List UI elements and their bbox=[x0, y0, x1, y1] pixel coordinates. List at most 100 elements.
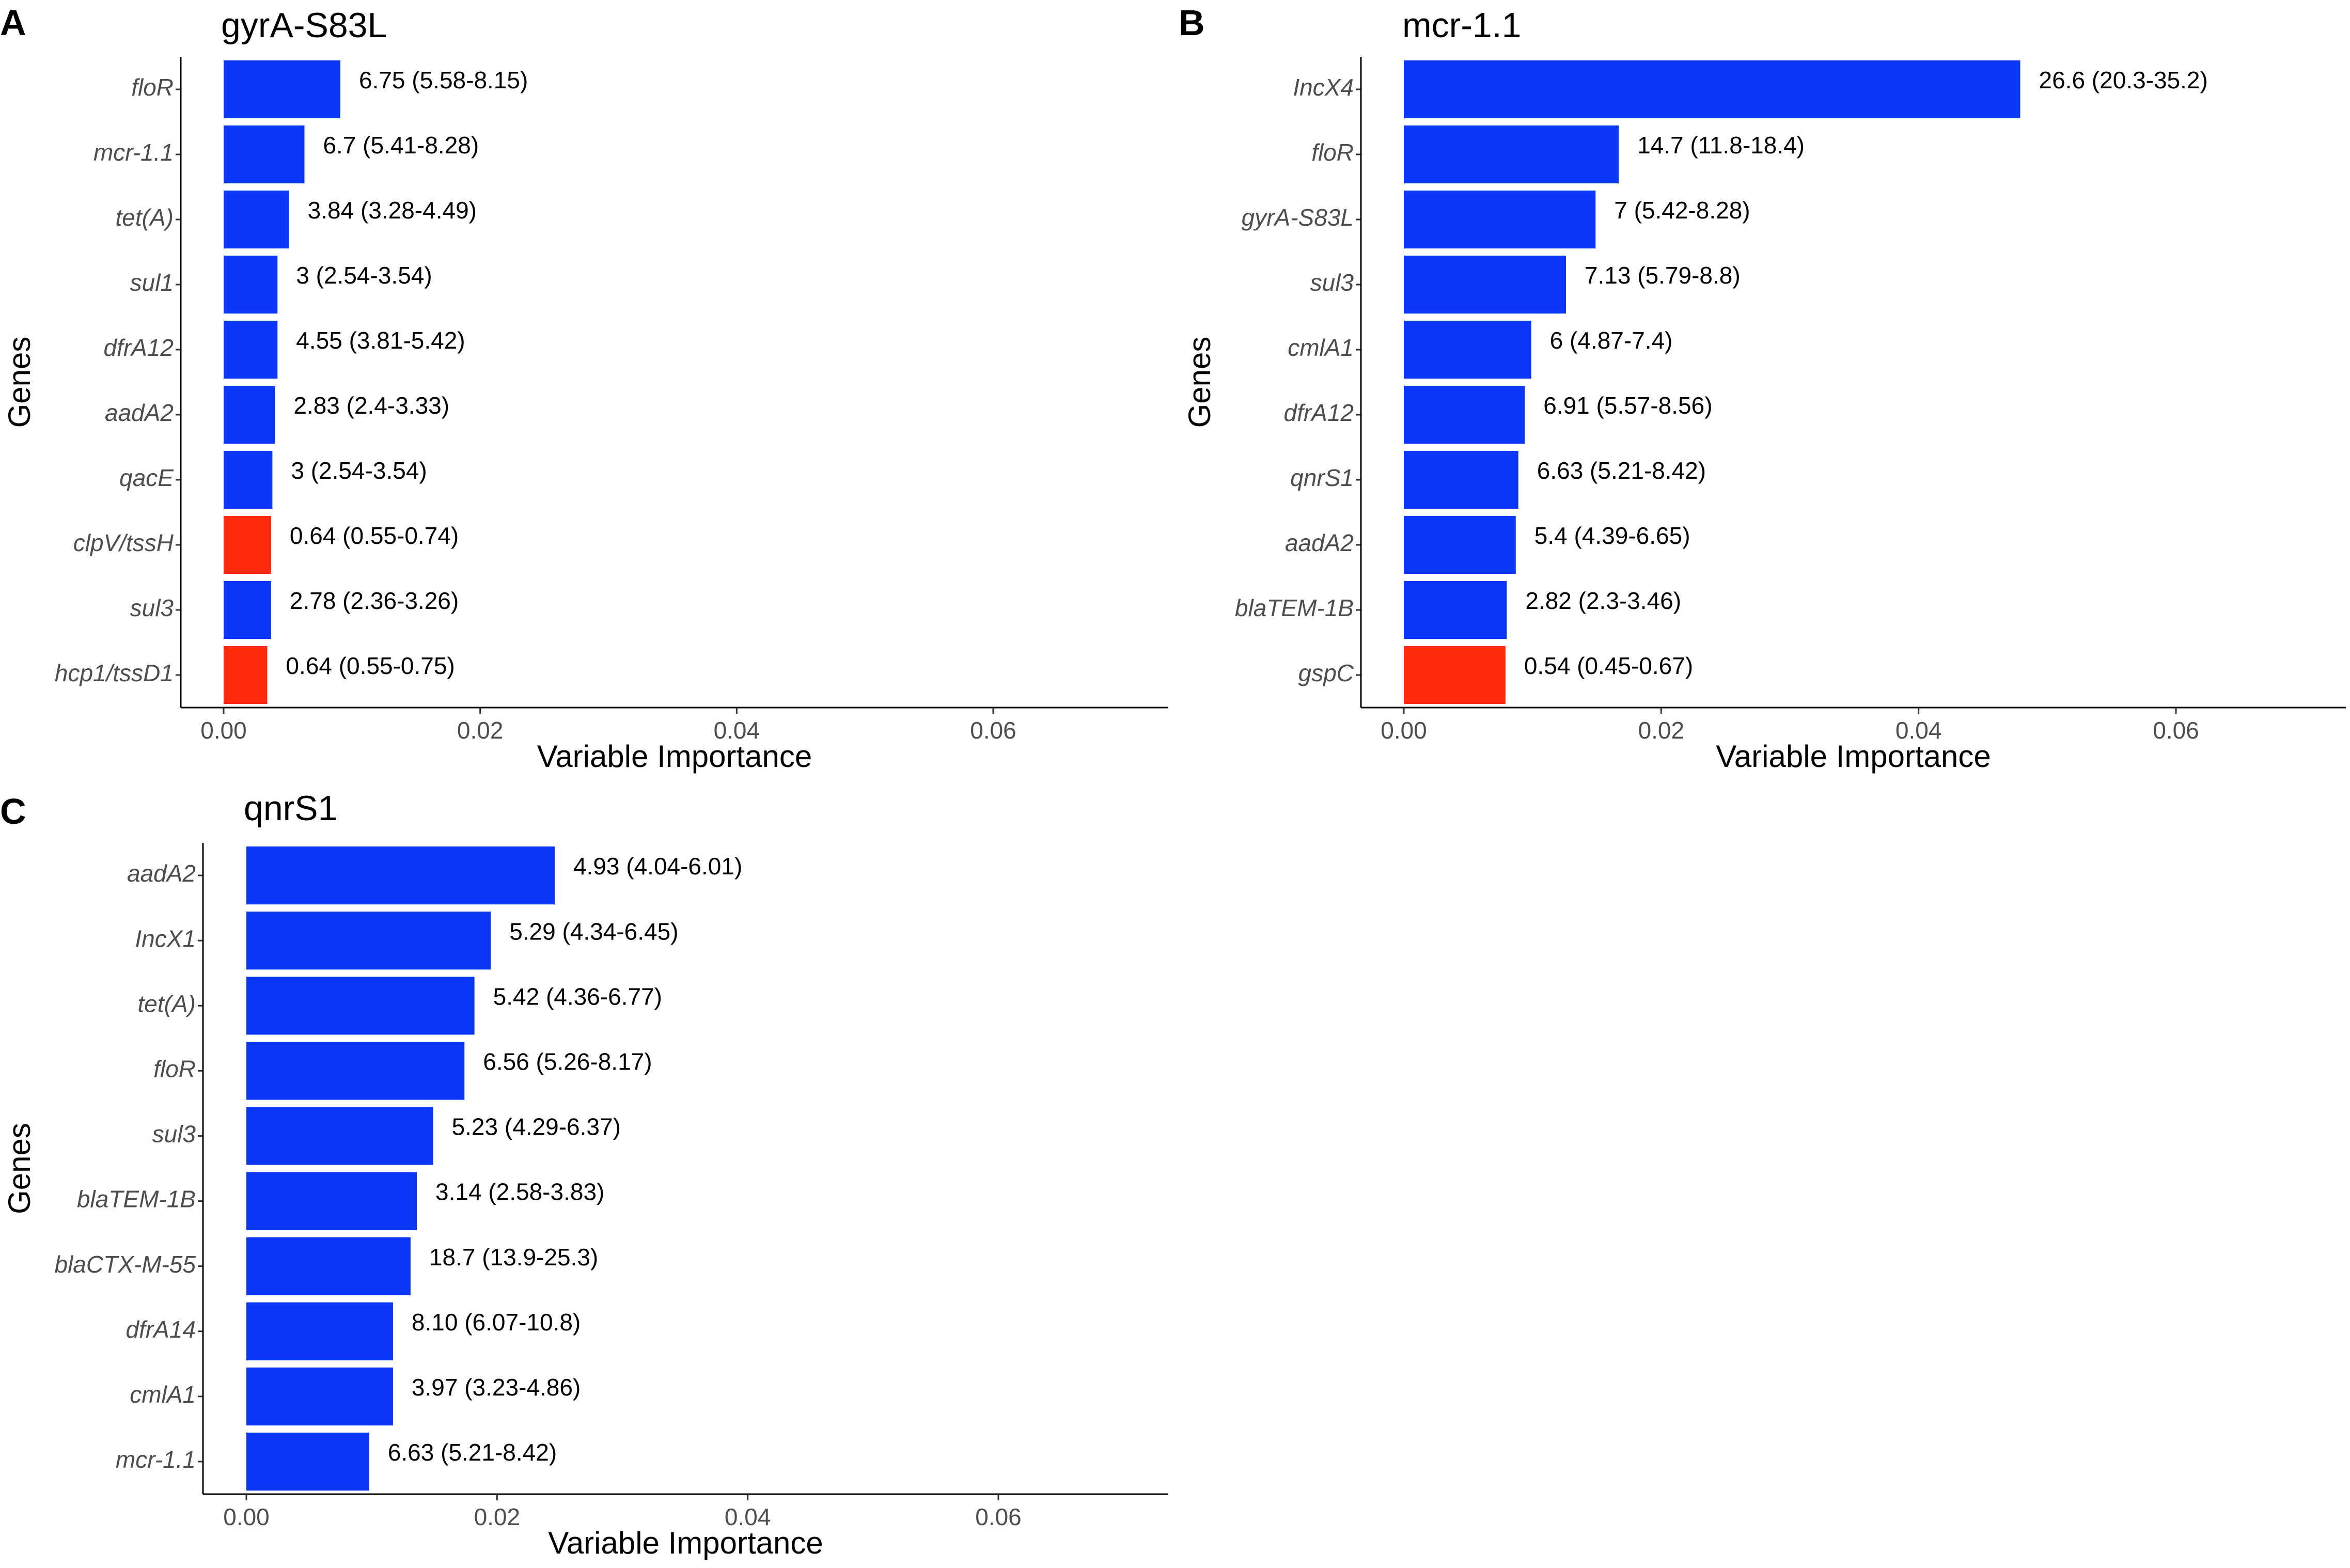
x-tick-label-0.06: 0.06 bbox=[975, 1503, 1022, 1530]
gene-label-cmlA1: cmlA1 bbox=[1288, 334, 1354, 361]
bar-hcp1/tssD1 bbox=[224, 646, 268, 704]
gene-label-tet(A): tet(A) bbox=[138, 990, 196, 1017]
bar-dfrA12 bbox=[224, 320, 278, 379]
data-label-clpV/tssH: 0.64 (0.55-0.74) bbox=[290, 522, 459, 549]
panel-a-title: gyrA-S83L bbox=[221, 6, 387, 45]
bar-sul1 bbox=[224, 255, 278, 314]
bar-dfrA14 bbox=[246, 1302, 393, 1360]
bar-IncX4 bbox=[1404, 60, 2020, 119]
gene-label-floR: floR bbox=[153, 1056, 196, 1083]
panel-c-x-axis-title: Variable Importance bbox=[548, 1526, 823, 1560]
gene-label-blaCTX-M-55: blaCTX-M-55 bbox=[54, 1251, 196, 1278]
gene-label-sul3: sul3 bbox=[1310, 269, 1354, 296]
bar-blaTEM-1B bbox=[1404, 581, 1507, 639]
data-label-IncX1: 5.29 (4.34-6.45) bbox=[509, 918, 678, 945]
bar-tet(A) bbox=[224, 190, 289, 249]
bar-blaTEM-1B bbox=[246, 1172, 417, 1230]
bar-cmlA1 bbox=[1404, 320, 1531, 379]
x-tick-label-0.00: 0.00 bbox=[1381, 717, 1427, 744]
gene-label-dfrA14: dfrA14 bbox=[126, 1316, 196, 1343]
bar-qnrS1 bbox=[1404, 450, 1518, 509]
data-label-blaTEM-1B: 3.14 (2.58-3.83) bbox=[435, 1179, 604, 1205]
panel-c-y-axis-title: Genes bbox=[2, 1123, 37, 1214]
data-label-floR: 6.56 (5.26-8.17) bbox=[483, 1048, 652, 1075]
gene-label-cmlA1: cmlA1 bbox=[130, 1381, 196, 1408]
bar-floR bbox=[246, 1042, 465, 1100]
bar-IncX1 bbox=[246, 912, 491, 970]
bar-aadA2 bbox=[1404, 515, 1516, 574]
data-label-dfrA12: 6.91 (5.57-8.56) bbox=[1543, 392, 1712, 419]
gene-label-aadA2: aadA2 bbox=[127, 860, 196, 887]
gene-label-mcr-1.1: mcr-1.1 bbox=[93, 139, 174, 166]
x-tick-label-0.00: 0.00 bbox=[223, 1503, 270, 1530]
data-label-IncX4: 26.6 (20.3-35.2) bbox=[2039, 67, 2208, 93]
panel-b-x-axis-title: Variable Importance bbox=[1716, 739, 1991, 774]
panel-c-letter: C bbox=[0, 791, 26, 832]
data-label-sul3: 2.78 (2.36-3.26) bbox=[290, 587, 459, 614]
data-label-sul1: 3 (2.54-3.54) bbox=[296, 262, 432, 289]
gene-label-dfrA12: dfrA12 bbox=[1283, 399, 1354, 426]
gene-label-floR: floR bbox=[1311, 139, 1354, 166]
data-label-tet(A): 5.42 (4.36-6.77) bbox=[493, 983, 662, 1010]
bar-blaCTX-M-55 bbox=[246, 1237, 411, 1295]
x-tick-label-0.06: 0.06 bbox=[2153, 717, 2199, 744]
gene-label-blaTEM-1B: blaTEM-1B bbox=[77, 1186, 196, 1213]
gene-label-sul3: sul3 bbox=[152, 1121, 196, 1148]
gene-label-sul3: sul3 bbox=[130, 594, 174, 621]
bar-aadA2 bbox=[224, 385, 275, 444]
data-label-dfrA14: 8.10 (6.07-10.8) bbox=[412, 1309, 581, 1336]
data-label-gspC: 0.54 (0.45-0.67) bbox=[1524, 652, 1693, 679]
data-label-aadA2: 5.4 (4.39-6.65) bbox=[1534, 522, 1690, 549]
x-tick-label-0.02: 0.02 bbox=[457, 717, 504, 744]
bar-dfrA12 bbox=[1404, 385, 1525, 444]
bar-gyrA-S83L bbox=[1404, 190, 1596, 249]
data-label-qnrS1: 6.63 (5.21-8.42) bbox=[1537, 457, 1706, 484]
gene-label-IncX4: IncX4 bbox=[1293, 74, 1354, 101]
x-tick-label-0.00: 0.00 bbox=[200, 717, 247, 744]
panel-b-y-axis-title: Genes bbox=[1182, 337, 1217, 428]
data-label-hcp1/tssD1: 0.64 (0.55-0.75) bbox=[286, 652, 455, 679]
x-tick-label-0.06: 0.06 bbox=[970, 717, 1016, 744]
data-label-mcr-1.1: 6.7 (5.41-8.28) bbox=[323, 132, 479, 159]
data-label-dfrA12: 4.55 (3.81-5.42) bbox=[296, 327, 465, 354]
gene-label-gyrA-S83L: gyrA-S83L bbox=[1242, 204, 1354, 231]
bar-clpV/tssH bbox=[224, 515, 271, 574]
x-tick-label-0.04: 0.04 bbox=[714, 717, 760, 744]
bar-tet(A) bbox=[246, 977, 475, 1035]
gene-label-floR: floR bbox=[131, 74, 174, 101]
data-label-aadA2: 2.83 (2.4-3.33) bbox=[293, 392, 449, 419]
panel-b-title: mcr-1.1 bbox=[1402, 6, 1521, 45]
data-label-aadA2: 4.93 (4.04-6.01) bbox=[573, 853, 742, 880]
gene-label-sul1: sul1 bbox=[130, 269, 174, 296]
panel-a-x-axis-title: Variable Importance bbox=[537, 739, 812, 774]
data-label-sul3: 5.23 (4.29-6.37) bbox=[452, 1114, 621, 1140]
bar-gspC bbox=[1404, 646, 1506, 704]
gene-label-tet(A): tet(A) bbox=[116, 204, 174, 231]
data-label-floR: 14.7 (11.8-18.4) bbox=[1637, 132, 1805, 159]
data-label-blaCTX-M-55: 18.7 (13.9-25.3) bbox=[429, 1244, 598, 1271]
bar-sul3 bbox=[1404, 255, 1566, 314]
bar-floR bbox=[224, 60, 340, 119]
x-tick-label-0.02: 0.02 bbox=[1638, 717, 1685, 744]
x-tick-label-0.04: 0.04 bbox=[1895, 717, 1942, 744]
panel-b-letter: B bbox=[1179, 3, 1205, 43]
gene-label-IncX1: IncX1 bbox=[135, 925, 196, 952]
gene-label-hcp1/tssD1: hcp1/tssD1 bbox=[55, 660, 174, 686]
bar-sul3 bbox=[246, 1107, 433, 1165]
data-label-floR: 6.75 (5.58-8.15) bbox=[359, 67, 528, 93]
data-label-gyrA-S83L: 7 (5.42-8.28) bbox=[1614, 197, 1750, 224]
bar-mcr-1.1 bbox=[246, 1432, 369, 1491]
data-label-cmlA1: 6 (4.87-7.4) bbox=[1550, 327, 1673, 354]
bar-aadA2 bbox=[246, 846, 555, 905]
bar-sul3 bbox=[224, 581, 271, 639]
bar-qacE bbox=[224, 450, 273, 509]
data-label-sul3: 7.13 (5.79-8.8) bbox=[1585, 262, 1741, 289]
gene-label-dfrA12: dfrA12 bbox=[103, 334, 174, 361]
bar-cmlA1 bbox=[246, 1367, 393, 1425]
panel-c-title: qnrS1 bbox=[244, 789, 337, 828]
bar-mcr-1.1 bbox=[224, 125, 305, 184]
gene-label-gspC: gspC bbox=[1298, 660, 1354, 686]
x-tick-label-0.04: 0.04 bbox=[725, 1503, 771, 1530]
data-label-tet(A): 3.84 (3.28-4.49) bbox=[308, 197, 477, 224]
gene-label-mcr-1.1: mcr-1.1 bbox=[116, 1446, 196, 1473]
